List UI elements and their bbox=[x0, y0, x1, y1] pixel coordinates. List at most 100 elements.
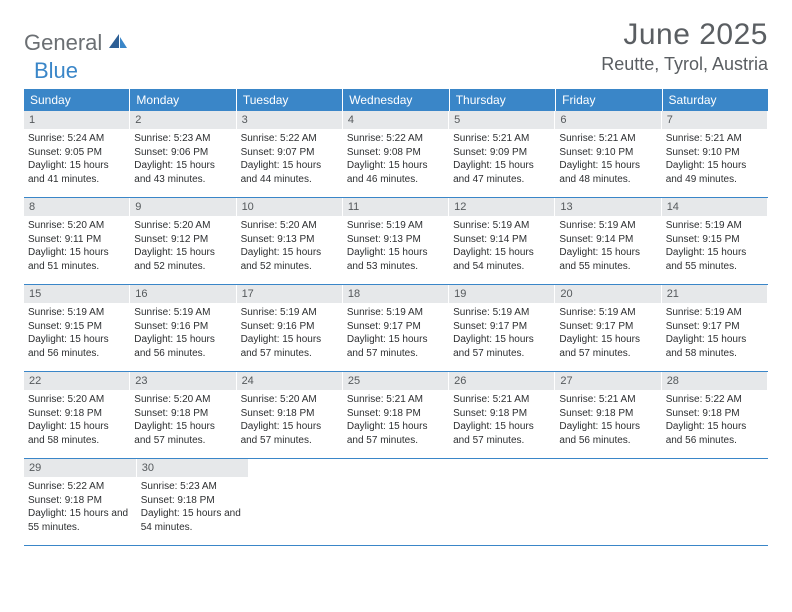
week-row: 22Sunrise: 5:20 AMSunset: 9:18 PMDayligh… bbox=[24, 372, 768, 459]
sunset-text: Sunset: 9:16 PM bbox=[134, 320, 231, 334]
sunrise-text: Sunrise: 5:21 AM bbox=[559, 393, 656, 407]
day-info: Sunrise: 5:22 AMSunset: 9:18 PMDaylight:… bbox=[28, 480, 132, 534]
day-info: Sunrise: 5:20 AMSunset: 9:18 PMDaylight:… bbox=[134, 393, 231, 447]
day-info: Sunrise: 5:20 AMSunset: 9:18 PMDaylight:… bbox=[241, 393, 338, 447]
sunrise-text: Sunrise: 5:19 AM bbox=[453, 219, 550, 233]
day-info: Sunrise: 5:21 AMSunset: 9:18 PMDaylight:… bbox=[347, 393, 444, 447]
daylight-text: Daylight: 15 hours and 51 minutes. bbox=[28, 246, 125, 273]
daylight-text: Daylight: 15 hours and 57 minutes. bbox=[453, 333, 550, 360]
daylight-text: Daylight: 15 hours and 55 minutes. bbox=[666, 246, 763, 273]
day-number: 4 bbox=[343, 111, 448, 129]
daylight-text: Daylight: 15 hours and 57 minutes. bbox=[347, 333, 444, 360]
day-cell: 22Sunrise: 5:20 AMSunset: 9:18 PMDayligh… bbox=[24, 372, 130, 458]
daylight-text: Daylight: 15 hours and 48 minutes. bbox=[559, 159, 656, 186]
day-number: 6 bbox=[555, 111, 660, 129]
day-cell: 27Sunrise: 5:21 AMSunset: 9:18 PMDayligh… bbox=[555, 372, 661, 458]
weekday-header-row: SundayMondayTuesdayWednesdayThursdayFrid… bbox=[24, 89, 768, 111]
day-info: Sunrise: 5:19 AMSunset: 9:15 PMDaylight:… bbox=[28, 306, 125, 360]
day-info: Sunrise: 5:21 AMSunset: 9:18 PMDaylight:… bbox=[559, 393, 656, 447]
daylight-text: Daylight: 15 hours and 46 minutes. bbox=[347, 159, 444, 186]
day-cell: 24 Sunrise: 5:20 AMSunset: 9:18 PMDayligh… bbox=[237, 372, 343, 458]
day-info: Sunrise: 5:23 AMSunset: 9:06 PMDaylight:… bbox=[134, 132, 231, 186]
sunset-text: Sunset: 9:18 PM bbox=[241, 407, 338, 421]
day-number: 10 bbox=[237, 198, 342, 216]
week-row: 15Sunrise: 5:19 AMSunset: 9:15 PMDayligh… bbox=[24, 285, 768, 372]
day-info: Sunrise: 5:22 AMSunset: 9:18 PMDaylight:… bbox=[666, 393, 763, 447]
day-number: 20 bbox=[555, 285, 660, 303]
day-cell: 17Sunrise: 5:19 AMSunset: 9:16 PMDayligh… bbox=[237, 285, 343, 371]
sunrise-text: Sunrise: 5:20 AM bbox=[134, 219, 231, 233]
sunrise-text: Sunrise: 5:20 AM bbox=[28, 393, 125, 407]
weekday-header: Saturday bbox=[663, 89, 768, 111]
sunrise-text: Sunrise: 5:22 AM bbox=[347, 132, 444, 146]
day-info: Sunrise: 5:19 AMSunset: 9:16 PMDaylight:… bbox=[241, 306, 338, 360]
day-info: Sunrise: 5:21 AMSunset: 9:10 PMDaylight:… bbox=[559, 132, 656, 186]
day-info: Sunrise: 5:23 AMSunset: 9:18 PMDaylight:… bbox=[141, 480, 245, 534]
day-info: Sunrise: 5:20 AMSunset: 9:18 PMDaylight:… bbox=[28, 393, 125, 447]
day-info: Sunrise: 5:19 AMSunset: 9:14 PMDaylight:… bbox=[559, 219, 656, 273]
daylight-text: Daylight: 15 hours and 56 minutes. bbox=[666, 420, 763, 447]
sunrise-text: Sunrise: 5:22 AM bbox=[28, 480, 132, 494]
daylight-text: Daylight: 15 hours and 57 minutes. bbox=[241, 420, 338, 447]
day-info: Sunrise: 5:19 AMSunset: 9:17 PMDaylight:… bbox=[666, 306, 763, 360]
sunrise-text: Sunrise: 5:21 AM bbox=[347, 393, 444, 407]
sunset-text: Sunset: 9:17 PM bbox=[347, 320, 444, 334]
weekday-header: Monday bbox=[130, 89, 236, 111]
sunset-text: Sunset: 9:05 PM bbox=[28, 146, 125, 160]
day-cell: 13Sunrise: 5:19 AMSunset: 9:14 PMDayligh… bbox=[555, 198, 661, 284]
day-number: 18 bbox=[343, 285, 448, 303]
weeks-container: 1Sunrise: 5:24 AMSunset: 9:05 PMDaylight… bbox=[24, 111, 768, 546]
weekday-header: Wednesday bbox=[343, 89, 449, 111]
sunrise-text: Sunrise: 5:19 AM bbox=[666, 306, 763, 320]
day-info: Sunrise: 5:24 AMSunset: 9:05 PMDaylight:… bbox=[28, 132, 125, 186]
day-number: 23 bbox=[130, 372, 235, 390]
daylight-text: Daylight: 15 hours and 43 minutes. bbox=[134, 159, 231, 186]
day-cell: 2Sunrise: 5:23 AMSunset: 9:06 PMDaylight… bbox=[130, 111, 236, 197]
sunrise-text: Sunrise: 5:22 AM bbox=[241, 132, 338, 146]
sunset-text: Sunset: 9:13 PM bbox=[241, 233, 338, 247]
day-number: 12 bbox=[449, 198, 554, 216]
title-block: June 2025 Reutte, Tyrol, Austria bbox=[601, 18, 768, 75]
weekday-header: Tuesday bbox=[237, 89, 343, 111]
day-cell: 26Sunrise: 5:21 AMSunset: 9:18 PMDayligh… bbox=[449, 372, 555, 458]
daylight-text: Daylight: 15 hours and 57 minutes. bbox=[559, 333, 656, 360]
sunset-text: Sunset: 9:16 PM bbox=[241, 320, 338, 334]
daylight-text: Daylight: 15 hours and 44 minutes. bbox=[241, 159, 338, 186]
week-row: 8Sunrise: 5:20 AMSunset: 9:11 PMDaylight… bbox=[24, 198, 768, 285]
day-number: 21 bbox=[662, 285, 767, 303]
day-info: Sunrise: 5:20 AMSunset: 9:12 PMDaylight:… bbox=[134, 219, 231, 273]
day-number: 5 bbox=[449, 111, 554, 129]
day-cell: 10 Sunrise: 5:20 AMSunset: 9:13 PMDayligh… bbox=[237, 198, 343, 284]
sunset-text: Sunset: 9:17 PM bbox=[453, 320, 550, 334]
daylight-text: Daylight: 15 hours and 57 minutes. bbox=[347, 420, 444, 447]
sunset-text: Sunset: 9:18 PM bbox=[666, 407, 763, 421]
day-number: 19 bbox=[449, 285, 554, 303]
day-number: 8 bbox=[24, 198, 129, 216]
weekday-header: Friday bbox=[556, 89, 662, 111]
day-cell: 11Sunrise: 5:19 AMSunset: 9:13 PMDayligh… bbox=[343, 198, 449, 284]
location-subtitle: Reutte, Tyrol, Austria bbox=[601, 54, 768, 75]
sunset-text: Sunset: 9:12 PM bbox=[134, 233, 231, 247]
sunrise-text: Sunrise: 5:19 AM bbox=[241, 306, 338, 320]
brand-part1: General bbox=[24, 30, 102, 56]
sunrise-text: Sunrise: 5:19 AM bbox=[666, 219, 763, 233]
daylight-text: Daylight: 15 hours and 54 minutes. bbox=[453, 246, 550, 273]
day-cell: 6 Sunrise: 5:21 AMSunset: 9:10 PMDaylight… bbox=[555, 111, 661, 197]
day-info: Sunrise: 5:20 AMSunset: 9:13 PMDaylight:… bbox=[241, 219, 338, 273]
day-number: 9 bbox=[130, 198, 235, 216]
day-number: 25 bbox=[343, 372, 448, 390]
sunset-text: Sunset: 9:15 PM bbox=[666, 233, 763, 247]
daylight-text: Daylight: 15 hours and 56 minutes. bbox=[134, 333, 231, 360]
day-cell: 15Sunrise: 5:19 AMSunset: 9:15 PMDayligh… bbox=[24, 285, 130, 371]
sunset-text: Sunset: 9:10 PM bbox=[666, 146, 763, 160]
sunset-text: Sunset: 9:18 PM bbox=[453, 407, 550, 421]
brand-part2-wrap: Blue bbox=[34, 58, 78, 84]
day-info: Sunrise: 5:21 AMSunset: 9:18 PMDaylight:… bbox=[453, 393, 550, 447]
sunset-text: Sunset: 9:07 PM bbox=[241, 146, 338, 160]
daylight-text: Daylight: 15 hours and 56 minutes. bbox=[28, 333, 125, 360]
day-number: 24 bbox=[237, 372, 342, 390]
week-row: 1Sunrise: 5:24 AMSunset: 9:05 PMDaylight… bbox=[24, 111, 768, 198]
day-cell: 16Sunrise: 5:19 AMSunset: 9:16 PMDayligh… bbox=[130, 285, 236, 371]
month-title: June 2025 bbox=[601, 18, 768, 52]
day-number: 30 bbox=[137, 459, 249, 477]
